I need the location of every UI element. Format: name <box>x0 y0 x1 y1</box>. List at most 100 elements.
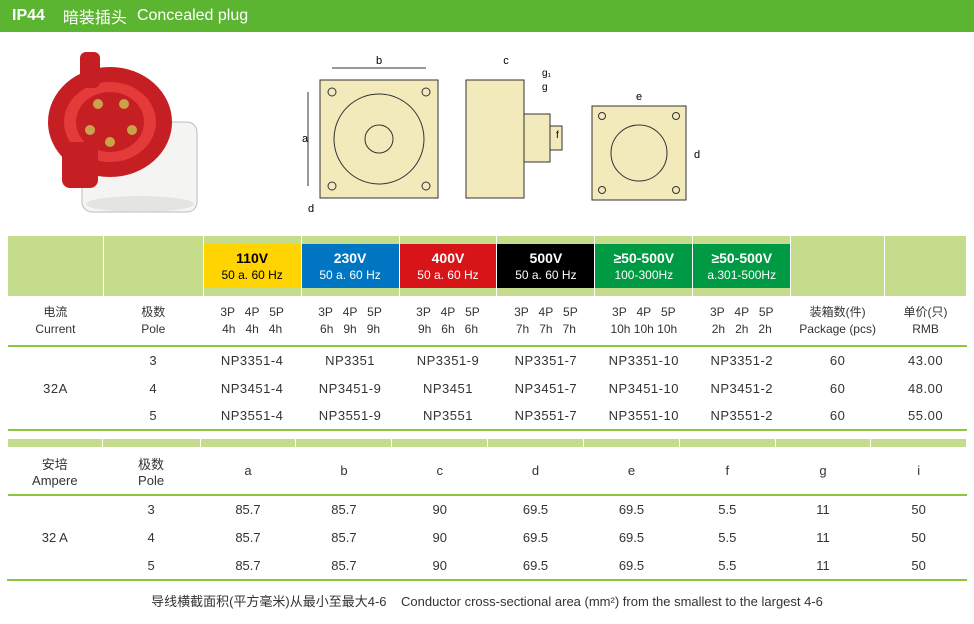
dim-value: 90 <box>392 495 488 523</box>
svg-text:a: a <box>302 133 309 145</box>
pole-value: 4 <box>102 523 200 551</box>
table-row <box>8 236 967 244</box>
package-qty: 60 <box>791 346 885 374</box>
dim-value: 90 <box>392 551 488 579</box>
part-number: NP3451-9 <box>301 374 399 402</box>
pole-hour-header: 3P 4P 5P6h 9h 9h <box>301 296 399 346</box>
dim-value: 5.5 <box>679 495 775 523</box>
pole-hour-header: 3P 4P 5P9h 6h 6h <box>399 296 497 346</box>
dim-value: 69.5 <box>488 495 584 523</box>
dim-value: 11 <box>775 495 871 523</box>
part-number: NP3551-9 <box>301 402 399 430</box>
rmb-price: 48.00 <box>885 374 967 402</box>
dimension-drawings: b a d c g₁ g f e d <box>292 42 752 222</box>
dim-value: 69.5 <box>584 523 680 551</box>
part-number: NP3451-4 <box>203 374 301 402</box>
part-number: NP3351 <box>301 346 399 374</box>
table-row: 4NP3451-4NP3451-9NP3451NP3451-7NP3451-10… <box>8 374 967 402</box>
dim-value: 69.5 <box>584 551 680 579</box>
dim-value: 69.5 <box>488 523 584 551</box>
dim-value: 90 <box>392 523 488 551</box>
dim-value: 50 <box>871 495 967 523</box>
dim-letter: g <box>775 447 871 495</box>
current-value: 32A <box>8 346 104 430</box>
table-row: 32A3NP3351-4NP3351NP3351-9NP3351-7NP3351… <box>8 346 967 374</box>
dim-value: 85.7 <box>296 495 392 523</box>
dim-value: 85.7 <box>200 495 296 523</box>
table-row <box>8 439 967 447</box>
title-cn: 暗装插头 <box>63 4 127 28</box>
part-number: NP3451-10 <box>595 374 693 402</box>
svg-text:d: d <box>694 149 700 161</box>
dim-value: 69.5 <box>584 495 680 523</box>
part-number: NP3551-7 <box>497 402 595 430</box>
pole-hour-header: 3P 4P 5P4h 4h 4h <box>203 296 301 346</box>
header-bar: IP44 暗装插头 Concealed plug <box>0 0 974 32</box>
part-number: NP3351-4 <box>203 346 301 374</box>
voltage-header: 110V50 a. 60 Hz <box>203 244 301 288</box>
package-qty: 60 <box>791 402 885 430</box>
part-number: NP3551-4 <box>203 402 301 430</box>
table-row: 585.785.79069.569.55.51150 <box>8 551 967 579</box>
table-row: 485.785.79069.569.55.51150 <box>8 523 967 551</box>
table-row <box>8 288 967 296</box>
svg-text:e: e <box>636 91 642 103</box>
rmb-price: 43.00 <box>885 346 967 374</box>
dim-letter: a <box>200 447 296 495</box>
dim-letter: e <box>584 447 680 495</box>
part-number: NP3551-10 <box>595 402 693 430</box>
svg-text:c: c <box>503 55 509 67</box>
title-en: Concealed plug <box>137 7 248 25</box>
dim-letter: f <box>679 447 775 495</box>
dim-value: 85.7 <box>200 523 296 551</box>
pole-hour-header: 3P 4P 5P2h 2h 2h <box>693 296 791 346</box>
dim-letter: c <box>392 447 488 495</box>
part-number: NP3351-9 <box>399 346 497 374</box>
voltage-header: ≥50-500V100-300Hz <box>595 244 693 288</box>
dim-value: 5.5 <box>679 523 775 551</box>
part-number: NP3451-2 <box>693 374 791 402</box>
part-number: NP3551 <box>399 402 497 430</box>
svg-text:b: b <box>376 55 382 67</box>
part-number: NP3351-10 <box>595 346 693 374</box>
svg-text:g: g <box>542 82 548 93</box>
dim-value: 85.7 <box>200 551 296 579</box>
pole-value: 5 <box>102 551 200 579</box>
table-row: 5NP3551-4NP3551-9NP3551NP3551-7NP3551-10… <box>8 402 967 430</box>
voltage-header: 230V50 a. 60 Hz <box>301 244 399 288</box>
current-header: 电流Current <box>8 296 104 346</box>
dimensions-table: 安培Ampere 极数Pole abcdefgi 32 A385.785.790… <box>7 439 967 579</box>
column-header-row: 电流Current 极数Pole 3P 4P 5P4h 4h 4h3P 4P 5… <box>8 296 967 346</box>
voltage-header: 400V50 a. 60 Hz <box>399 244 497 288</box>
product-photo <box>32 42 232 222</box>
voltage-header-row: 110V50 a. 60 Hz230V50 a. 60 Hz400V50 a. … <box>8 244 967 288</box>
svg-text:d: d <box>308 203 314 215</box>
rmb-price: 55.00 <box>885 402 967 430</box>
ip-rating: IP44 <box>12 7 45 25</box>
dim-value: 50 <box>871 551 967 579</box>
dim-value: 50 <box>871 523 967 551</box>
part-number: NP3351-2 <box>693 346 791 374</box>
pole-value: 4 <box>103 374 203 402</box>
table-row: 32 A385.785.79069.569.55.51150 <box>8 495 967 523</box>
pole-header: 极数Pole <box>102 447 200 495</box>
svg-text:g₁: g₁ <box>542 68 552 79</box>
dim-letter: d <box>488 447 584 495</box>
dim-letter: b <box>296 447 392 495</box>
dim-value: 11 <box>775 523 871 551</box>
pole-value: 3 <box>102 495 200 523</box>
pole-value: 5 <box>103 402 203 430</box>
part-number: NP3451-7 <box>497 374 595 402</box>
pole-hour-header: 3P 4P 5P7h 7h 7h <box>497 296 595 346</box>
ampere-value: 32 A <box>8 495 103 579</box>
dim-value: 5.5 <box>679 551 775 579</box>
dim-value: 11 <box>775 551 871 579</box>
dim-letter: i <box>871 447 967 495</box>
voltage-header: 500V50 a. 60 Hz <box>497 244 595 288</box>
package-qty: 60 <box>791 374 885 402</box>
dim-value: 69.5 <box>488 551 584 579</box>
dim-value: 85.7 <box>296 523 392 551</box>
voltage-header: ≥50-500Va.301-500Hz <box>693 244 791 288</box>
footer-note: 导线横截面积(平方毫米)从最小至最大4-6 Conductor cross-se… <box>7 579 967 624</box>
top-section: b a d c g₁ g f e d <box>0 32 974 236</box>
